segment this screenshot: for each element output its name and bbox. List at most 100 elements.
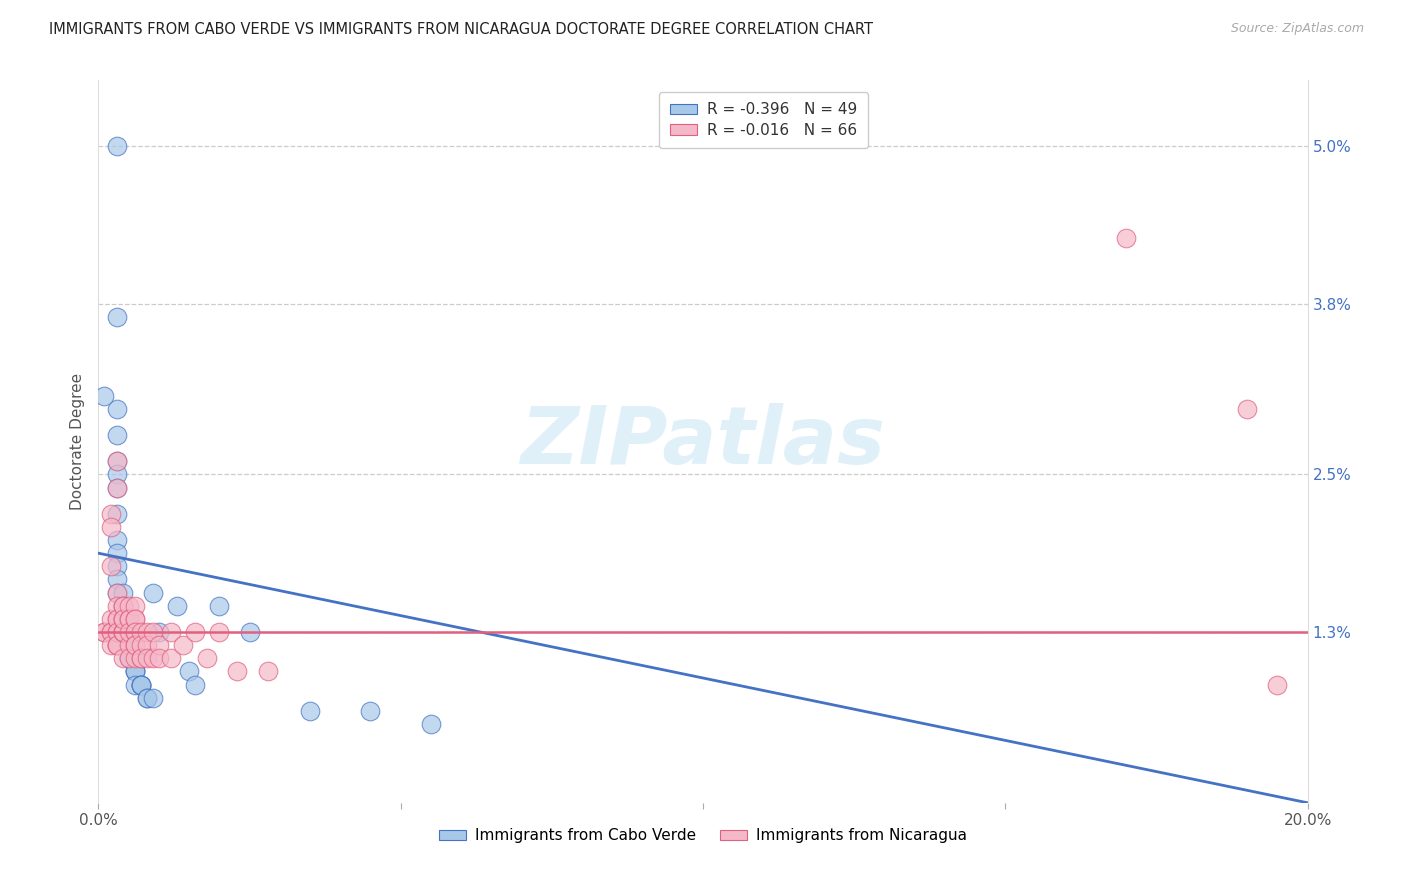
Point: [124, 638, 146, 652]
Point: [111, 625, 134, 640]
Point: [100, 520, 122, 534]
Point: [135, 651, 157, 665]
Y-axis label: Doctorate Degree: Doctorate Degree: [69, 373, 84, 510]
Point: [142, 585, 165, 599]
Point: [100, 612, 122, 626]
Point: [111, 612, 134, 626]
Point: [118, 612, 141, 626]
Point: [160, 651, 183, 665]
Point: [226, 665, 249, 679]
Point: [135, 690, 157, 705]
Point: [179, 665, 201, 679]
Point: [105, 599, 128, 613]
Point: [118, 651, 141, 665]
Point: [111, 625, 134, 640]
Point: [100, 507, 122, 521]
Point: [118, 612, 141, 626]
Point: [105, 481, 128, 495]
Point: [111, 599, 134, 613]
Point: [118, 638, 141, 652]
Point: [148, 638, 170, 652]
Point: [105, 428, 128, 442]
Point: [142, 690, 165, 705]
Point: [142, 651, 165, 665]
Point: [118, 651, 141, 665]
Point: [111, 599, 134, 613]
Text: Source: ZipAtlas.com: Source: ZipAtlas.com: [1230, 22, 1364, 36]
Point: [111, 585, 134, 599]
Point: [129, 651, 152, 665]
Point: [105, 612, 128, 626]
Point: [118, 651, 141, 665]
Point: [299, 704, 322, 718]
Point: [111, 612, 134, 626]
Point: [195, 651, 218, 665]
Point: [1115, 231, 1137, 245]
Point: [124, 651, 146, 665]
Point: [420, 717, 443, 731]
Point: [105, 546, 128, 560]
Point: [93, 388, 115, 402]
Point: [100, 625, 122, 640]
Point: [105, 638, 128, 652]
Point: [124, 665, 146, 679]
Point: [135, 690, 157, 705]
Point: [184, 677, 207, 691]
Point: [124, 612, 146, 626]
Point: [105, 139, 128, 153]
Point: [111, 612, 134, 626]
Point: [1236, 401, 1258, 416]
Point: [111, 612, 134, 626]
Point: [124, 612, 146, 626]
Point: [111, 599, 134, 613]
Point: [208, 625, 231, 640]
Point: [124, 625, 146, 640]
Point: [184, 625, 207, 640]
Point: [124, 677, 146, 691]
Point: [118, 625, 141, 640]
Point: [135, 638, 157, 652]
Text: ZIPatlas: ZIPatlas: [520, 402, 886, 481]
Point: [105, 625, 128, 640]
Point: [105, 454, 128, 468]
Point: [100, 638, 122, 652]
Point: [160, 625, 183, 640]
Point: [111, 625, 134, 640]
Point: [105, 625, 128, 640]
Point: [124, 638, 146, 652]
Point: [105, 507, 128, 521]
Point: [142, 625, 165, 640]
Point: [105, 467, 128, 482]
Point: [105, 454, 128, 468]
Point: [360, 704, 382, 718]
Point: [1267, 677, 1289, 691]
Point: [111, 651, 134, 665]
Point: [129, 638, 152, 652]
Point: [93, 625, 115, 640]
Point: [129, 677, 152, 691]
Point: [105, 401, 128, 416]
Point: [124, 665, 146, 679]
Point: [105, 638, 128, 652]
Point: [124, 625, 146, 640]
Legend: Immigrants from Cabo Verde, Immigrants from Nicaragua: Immigrants from Cabo Verde, Immigrants f…: [433, 822, 973, 849]
Point: [129, 677, 152, 691]
Point: [93, 625, 115, 640]
Point: [129, 651, 152, 665]
Point: [105, 481, 128, 495]
Point: [166, 599, 188, 613]
Point: [100, 625, 122, 640]
Point: [135, 625, 157, 640]
Text: IMMIGRANTS FROM CABO VERDE VS IMMIGRANTS FROM NICARAGUA DOCTORATE DEGREE CORRELA: IMMIGRANTS FROM CABO VERDE VS IMMIGRANTS…: [49, 22, 873, 37]
Point: [124, 599, 146, 613]
Point: [118, 651, 141, 665]
Point: [118, 599, 141, 613]
Point: [124, 665, 146, 679]
Point: [111, 625, 134, 640]
Point: [105, 638, 128, 652]
Point: [105, 559, 128, 574]
Point: [105, 310, 128, 324]
Point: [105, 585, 128, 599]
Point: [148, 651, 170, 665]
Point: [208, 599, 231, 613]
